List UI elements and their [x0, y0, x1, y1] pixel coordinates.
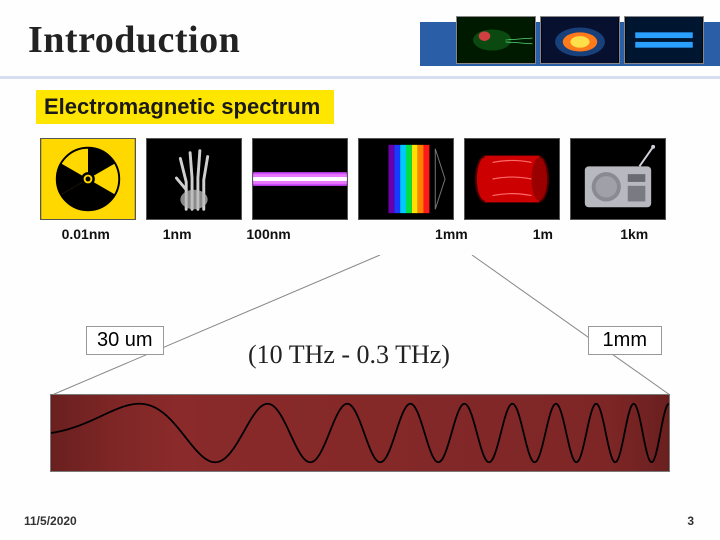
scale-label: 0.01nm — [40, 226, 131, 242]
thumb-1 — [456, 16, 536, 64]
scale-label: 1mm — [406, 226, 497, 242]
infrared-heater-icon — [464, 138, 560, 220]
scale-label: 1nm — [131, 226, 222, 242]
thumb-2 — [540, 16, 620, 64]
scale-label: 100nm — [223, 226, 314, 242]
wavelength-scale-row: 0.01nm 1nm 100nm 1mm 1m 1km — [40, 226, 680, 242]
range-right-label: 1mm — [588, 326, 662, 355]
microwave-radio-icon — [570, 138, 666, 220]
spectrum-icons-row — [40, 138, 680, 220]
uv-visible-beam-icon — [252, 138, 348, 220]
footer-page-number: 3 — [687, 514, 694, 528]
subtitle: Electromagnetic spectrum — [36, 90, 334, 124]
title-row: Introduction — [0, 18, 720, 72]
thumb-3 — [624, 16, 704, 64]
scale-label: 1m — [497, 226, 588, 242]
thz-wave-illustration — [50, 394, 670, 472]
range-left-label: 30 um — [86, 326, 164, 355]
header-thumbnails — [456, 16, 706, 64]
footer-date: 11/5/2020 — [24, 514, 77, 528]
xray-hand-icon — [146, 138, 242, 220]
gamma-radiation-icon — [40, 138, 136, 220]
title-underline — [0, 76, 720, 79]
slide: Introduction Electromagnetic spectrum — [0, 0, 720, 540]
visible-spectrum-icon — [358, 138, 454, 220]
range-center-label: (10 THz - 0.3 THz) — [248, 340, 450, 370]
slide-title: Introduction — [28, 18, 240, 62]
scale-label: 1km — [589, 226, 680, 242]
